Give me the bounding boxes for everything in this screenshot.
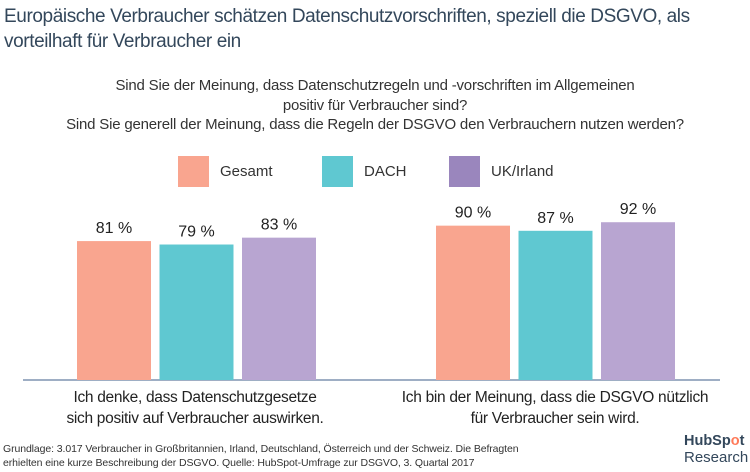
bar-dach-0: [159, 244, 234, 380]
data-label-dach-0: 79 %: [178, 224, 214, 241]
question-line: Sind Sie generell der Meinung, dass die …: [66, 116, 684, 133]
category-label-line: Ich bin der Meinung, dass die DSGVO nütz…: [401, 389, 709, 406]
data-label-uk-irland-1: 92 %: [620, 201, 656, 218]
legend-swatch-gesamt: [178, 155, 209, 187]
legend-label: DACH: [364, 162, 407, 180]
bar-uk-irland-1: [601, 222, 675, 380]
legend-swatch-uk-irland: [449, 155, 480, 187]
legend-swatch-dach: [322, 155, 353, 187]
logo-research: Research: [684, 449, 749, 466]
legend-item-gesamt: Gesamt: [178, 155, 273, 187]
bar-gesamt-0: [77, 241, 151, 380]
hubspot-research-logo: HubSpot Research: [684, 433, 748, 467]
survey-question: Sind Sie der Meinung, dass Datenschutzre…: [0, 76, 750, 135]
legend-label: UK/Irland: [491, 162, 554, 180]
bar-dach-1: [518, 230, 593, 380]
data-label-dach-1: 87 %: [537, 210, 573, 227]
question-line: Sind Sie der Meinung, dass Datenschutzre…: [115, 77, 635, 94]
category-label: Ich bin der Meinung, dass die DSGVO nütz…: [385, 387, 725, 429]
chart-title: Europäische Verbraucher schätzen Datensc…: [4, 6, 690, 52]
bar-gesamt-1: [436, 225, 510, 380]
legend: Gesamt DACH UK/Irland: [0, 155, 750, 187]
category-label-line: sich positiv auf Verbraucher auswirken.: [66, 410, 324, 427]
question-line: positiv für Verbraucher sind?: [282, 96, 468, 114]
footnote-line: Grundlage: 3.017 Verbraucher in Großbrit…: [3, 443, 519, 455]
sprocket-icon: o: [730, 433, 740, 449]
legend-item-uk-irland: UK/Irland: [449, 155, 554, 187]
footnote: Grundlage: 3.017 Verbraucher in Großbrit…: [3, 442, 623, 470]
legend-label: Gesamt: [220, 162, 273, 180]
logo-wordmark: HubSpot: [684, 433, 745, 449]
data-label-gesamt-1: 90 %: [455, 205, 491, 222]
data-label-uk-irland-0: 83 %: [261, 217, 297, 234]
footnote-line: erhielten eine kurze Beschreibung der DS…: [3, 457, 475, 469]
category-label-line: Ich denke, dass Datenschutzgesetze: [73, 389, 317, 406]
legend-item-dach: DACH: [322, 155, 407, 187]
category-label: Ich denke, dass Datenschutzgesetze sich …: [40, 387, 350, 429]
bar-uk-irland-0: [242, 237, 316, 380]
data-label-gesamt-0: 81 %: [96, 220, 132, 237]
category-label-line: für Verbraucher sein wird.: [470, 410, 640, 427]
